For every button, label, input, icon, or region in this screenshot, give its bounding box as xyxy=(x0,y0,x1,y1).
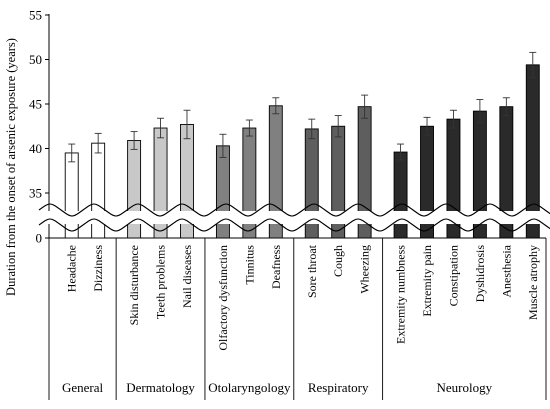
bar xyxy=(64,152,79,239)
y-tick-label: 0 xyxy=(36,231,43,246)
group-label: Neurology xyxy=(436,380,492,395)
category-label: Olfactory dysfunction xyxy=(216,245,230,351)
bar xyxy=(393,151,408,239)
group-label: General xyxy=(62,380,104,395)
group-label: Otolaryngology xyxy=(208,380,291,395)
category-label: Cough xyxy=(331,245,345,277)
category-label: Deafness xyxy=(269,245,283,289)
y-tick-label: 40 xyxy=(29,141,42,156)
group-label: Dermatology xyxy=(126,380,195,395)
category-label: Teeth problems xyxy=(154,245,168,319)
y-tick-label: 35 xyxy=(29,186,42,201)
category-label: Tinnitus xyxy=(242,245,256,285)
category-label: Skin disturbance xyxy=(127,245,141,325)
y-tick-label: 45 xyxy=(29,97,42,112)
category-label: Anesthesia xyxy=(499,244,513,297)
category-label: Wheezing xyxy=(358,245,372,294)
category-label: Constipation xyxy=(446,245,460,306)
category-label: Nail diseases xyxy=(180,245,194,308)
y-axis-title: Duration from the onset of arsenic expos… xyxy=(4,38,18,296)
y-tick-label: 50 xyxy=(29,52,42,67)
bar xyxy=(215,145,230,239)
category-label: Dizziness xyxy=(91,245,105,292)
category-label: Extremity numbness xyxy=(394,245,408,344)
category-label: Headache xyxy=(65,245,79,292)
axis-break-band xyxy=(39,211,550,224)
axis-break-line xyxy=(38,218,550,232)
group-label: Respiratory xyxy=(308,380,369,395)
category-label: Extremity pain xyxy=(420,245,434,317)
category-label: Sore throat xyxy=(305,244,319,298)
axis-break-line xyxy=(38,203,550,217)
y-tick-label: 55 xyxy=(29,8,42,23)
category-label: Dyshidrosis xyxy=(473,245,487,303)
category-label: Muscle atrophy xyxy=(526,245,540,320)
